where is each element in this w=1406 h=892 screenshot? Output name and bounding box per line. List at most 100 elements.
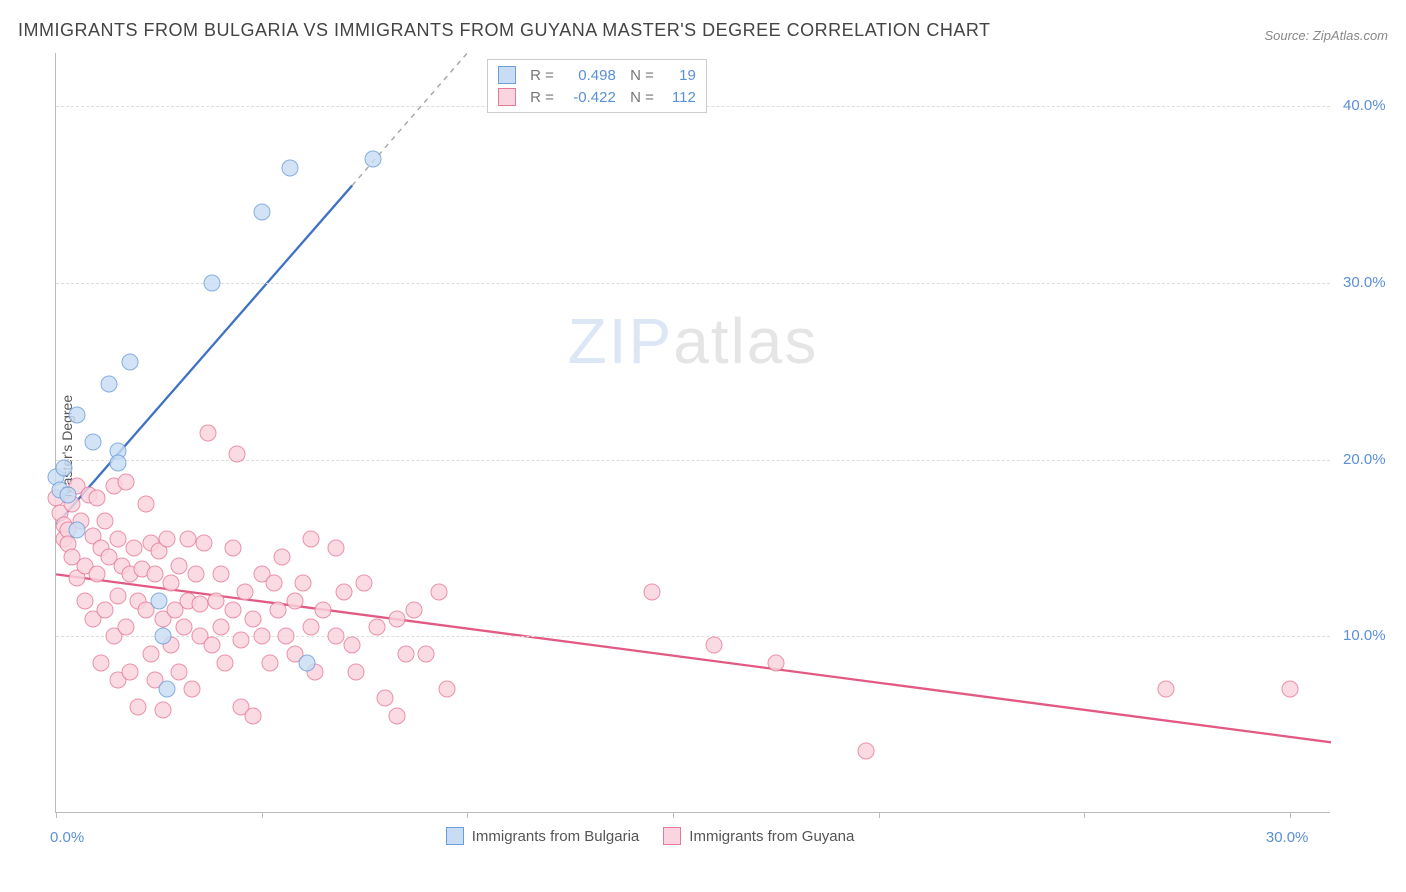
data-point (278, 628, 295, 645)
data-point (344, 637, 361, 654)
x-tick (1084, 812, 1085, 818)
x-tick-label: 30.0% (1266, 829, 1309, 846)
y-tick-label: 40.0% (1343, 97, 1386, 114)
data-point (150, 592, 167, 609)
data-point (397, 645, 414, 662)
source-attribution: Source: ZipAtlas.com (1264, 28, 1388, 43)
data-point (389, 610, 406, 627)
data-point (109, 587, 126, 604)
data-point (171, 663, 188, 680)
data-point (294, 575, 311, 592)
data-point (286, 592, 303, 609)
data-point (1281, 681, 1298, 698)
watermark-thin: atlas (673, 305, 818, 377)
regression-line (56, 186, 352, 525)
data-point (208, 592, 225, 609)
legend-swatch (446, 827, 464, 845)
data-point (327, 539, 344, 556)
x-tick (56, 812, 57, 818)
data-point (315, 601, 332, 618)
data-point (117, 474, 134, 491)
data-point (261, 654, 278, 671)
n-value: 19 (660, 67, 696, 84)
r-label: R = (522, 67, 554, 84)
data-point (438, 681, 455, 698)
data-point (253, 628, 270, 645)
gridline (56, 283, 1330, 284)
legend-label: Immigrants from Bulgaria (472, 828, 640, 845)
data-point (858, 743, 875, 760)
regression-layer (56, 53, 1331, 813)
legend-swatch (498, 88, 516, 106)
data-point (224, 601, 241, 618)
data-point (109, 455, 126, 472)
x-tick (1290, 812, 1291, 818)
data-point (212, 619, 229, 636)
data-point (303, 619, 320, 636)
data-point (122, 663, 139, 680)
data-point (303, 531, 320, 548)
data-point (377, 690, 394, 707)
data-point (200, 425, 217, 442)
data-point (60, 486, 77, 503)
data-point (270, 601, 287, 618)
data-point (76, 592, 93, 609)
n-label: N = (622, 67, 654, 84)
data-point (767, 654, 784, 671)
data-point (97, 601, 114, 618)
data-point (138, 495, 155, 512)
n-value: 112 (660, 89, 696, 106)
data-point (163, 575, 180, 592)
data-point (356, 575, 373, 592)
data-point (101, 375, 118, 392)
legend-label: Immigrants from Guyana (689, 828, 854, 845)
data-point (418, 645, 435, 662)
data-point (89, 566, 106, 583)
data-point (335, 584, 352, 601)
y-tick-label: 10.0% (1343, 627, 1386, 644)
data-point (130, 698, 147, 715)
data-point (187, 566, 204, 583)
data-point (175, 619, 192, 636)
data-point (237, 584, 254, 601)
stats-legend-row: R =0.498N =19 (498, 64, 696, 86)
x-tick (467, 812, 468, 818)
data-point (253, 204, 270, 221)
data-point (68, 407, 85, 424)
data-point (430, 584, 447, 601)
data-point (245, 707, 262, 724)
data-point (142, 645, 159, 662)
data-point (389, 707, 406, 724)
stats-legend: R =0.498N =19R =-0.422N =112 (487, 59, 707, 113)
data-point (159, 531, 176, 548)
data-point (327, 628, 344, 645)
data-point (212, 566, 229, 583)
n-label: N = (622, 89, 654, 106)
data-point (89, 490, 106, 507)
data-point (228, 446, 245, 463)
r-value: -0.422 (560, 89, 616, 106)
watermark-bold: ZIP (568, 305, 674, 377)
data-point (93, 654, 110, 671)
series-legend: Immigrants from Bulgaria Immigrants from … (446, 827, 855, 845)
stats-legend-row: R = -0.422 N = 112 (498, 86, 696, 108)
chart-title: IMMIGRANTS FROM BULGARIA VS IMMIGRANTS F… (18, 20, 991, 41)
legend-item: Immigrants from Bulgaria (446, 827, 640, 845)
x-tick (262, 812, 263, 818)
data-point (245, 610, 262, 627)
data-point (97, 513, 114, 530)
data-point (126, 539, 143, 556)
data-point (405, 601, 422, 618)
data-point (644, 584, 661, 601)
data-point (68, 522, 85, 539)
data-point (117, 619, 134, 636)
data-point (274, 548, 291, 565)
data-point (196, 534, 213, 551)
data-point (171, 557, 188, 574)
data-point (191, 596, 208, 613)
data-point (1158, 681, 1175, 698)
data-point (154, 702, 171, 719)
y-tick-label: 30.0% (1343, 274, 1386, 291)
r-label: R = (522, 89, 554, 106)
data-point (706, 637, 723, 654)
